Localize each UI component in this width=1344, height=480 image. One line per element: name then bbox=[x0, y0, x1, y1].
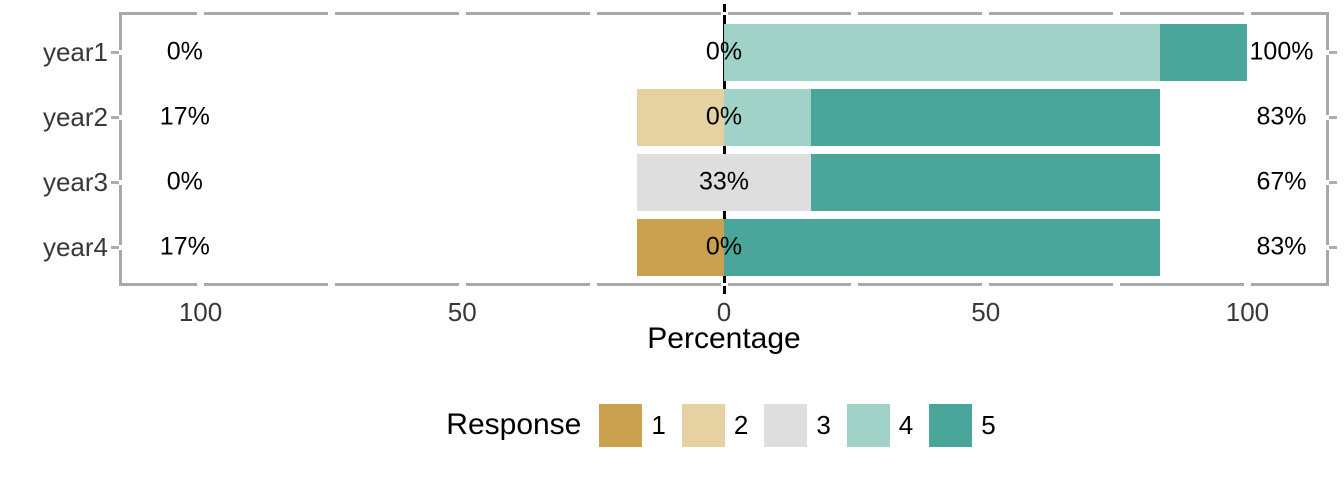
plot-panel: 0% 0% 100% 17% 0% 83% 0% 33% 67% 17% 0% 83% bbox=[111, 4, 1337, 294]
legend: Response 1 2 3 4 5 bbox=[114, 400, 1344, 450]
mid-percent-label-year3: 33% bbox=[698, 167, 750, 196]
x-axis-tick-label-50-1: 50 bbox=[447, 297, 477, 327]
right-y-tick bbox=[1329, 245, 1337, 249]
legend-swatch-5 bbox=[929, 403, 973, 447]
left-border-notch bbox=[119, 49, 122, 55]
bottom-border-tick-notch bbox=[458, 283, 466, 286]
bar-segment-year4-level-1 bbox=[636, 218, 724, 276]
top-border-tick-notch bbox=[1243, 12, 1251, 15]
left-y-tick bbox=[111, 50, 119, 54]
right-y-tick bbox=[1329, 180, 1337, 184]
top-border-tick-notch bbox=[720, 12, 728, 15]
legend-swatch-4 bbox=[846, 403, 890, 447]
right-border-notch bbox=[1326, 114, 1329, 120]
legend-label-1: 1 bbox=[651, 409, 666, 440]
bar-segment-year4-level-5 bbox=[724, 218, 1161, 276]
bar-segment-year1-level-5 bbox=[1160, 23, 1248, 81]
legend-swatch-2 bbox=[681, 403, 725, 447]
y-axis-label-year3: year3 bbox=[42, 167, 108, 197]
low-percent-label-year2: 17% bbox=[159, 102, 210, 131]
top-border-tick-notch bbox=[982, 12, 990, 15]
top-border-tick-notch bbox=[327, 12, 335, 15]
bar-segment-year3-level-5 bbox=[811, 153, 1161, 211]
bar-segment-year1-level-4 bbox=[724, 23, 1161, 81]
bar-segment-year3-level-3 bbox=[636, 153, 812, 211]
left-y-tick bbox=[111, 115, 119, 119]
x-axis-tick-label-0-2: 0 bbox=[716, 297, 732, 327]
left-y-tick bbox=[111, 245, 119, 249]
legend-title: Response bbox=[446, 408, 582, 441]
mid-percent-label-year2: 0% bbox=[705, 102, 743, 131]
right-border-notch bbox=[1326, 49, 1329, 55]
right-y-tick bbox=[1329, 115, 1337, 119]
high-percent-label-year4: 83% bbox=[1256, 232, 1307, 261]
y-axis-label-year2: year2 bbox=[42, 102, 108, 132]
bottom-border-tick-notch bbox=[589, 283, 597, 286]
right-border-notch bbox=[1326, 179, 1329, 185]
legend-swatch-1 bbox=[599, 403, 643, 447]
high-percent-label-year2: 83% bbox=[1256, 102, 1307, 131]
mid-percent-label-year1: 0% bbox=[705, 37, 743, 66]
high-percent-label-year3: 67% bbox=[1256, 167, 1307, 196]
bottom-border-tick-notch bbox=[327, 283, 335, 286]
legend-label-5: 5 bbox=[981, 409, 996, 440]
low-percent-label-year1: 0% bbox=[166, 37, 203, 66]
right-border-notch bbox=[1326, 244, 1329, 250]
bottom-border-tick-notch bbox=[197, 283, 205, 286]
mid-percent-label-year4: 0% bbox=[705, 232, 743, 261]
zero-reference-line bbox=[722, 4, 726, 294]
top-border-tick-notch bbox=[197, 12, 205, 15]
y-axis-label-year1: year1 bbox=[42, 37, 108, 67]
bar-segment-year2-level-2 bbox=[636, 88, 724, 146]
legend-swatch-3 bbox=[764, 403, 808, 447]
right-y-tick bbox=[1329, 50, 1337, 54]
x-axis-title: Percentage bbox=[647, 322, 801, 355]
left-border-notch bbox=[119, 114, 122, 120]
left-border-notch bbox=[119, 244, 122, 250]
bar-segment-year2-level-5 bbox=[811, 88, 1161, 146]
top-border-tick-notch bbox=[1113, 12, 1121, 15]
bottom-border-tick-notch bbox=[720, 283, 728, 286]
low-percent-label-year3: 0% bbox=[166, 167, 203, 196]
left-y-tick bbox=[111, 180, 119, 184]
x-axis-tick-label-100-0: 100 bbox=[178, 297, 223, 327]
legend-label-2: 2 bbox=[733, 409, 749, 440]
top-border-tick-notch bbox=[458, 12, 466, 15]
x-axis-tick-label-50-3: 50 bbox=[971, 297, 1001, 327]
top-border-tick-notch bbox=[589, 12, 597, 15]
top-border-tick-notch bbox=[851, 12, 859, 15]
bar-segment-year2-level-4 bbox=[724, 88, 812, 146]
legend-label-4: 4 bbox=[898, 409, 914, 440]
legend-label-3: 3 bbox=[816, 409, 831, 440]
bottom-border-tick-notch bbox=[1113, 283, 1121, 286]
high-percent-label-year1: 100% bbox=[1249, 37, 1314, 66]
bottom-border-tick-notch bbox=[1243, 283, 1251, 286]
left-border-notch bbox=[119, 179, 122, 185]
low-percent-label-year4: 17% bbox=[159, 232, 210, 261]
bottom-border-tick-notch bbox=[851, 283, 859, 286]
x-axis-tick-label-100-4: 100 bbox=[1225, 297, 1270, 327]
y-axis-label-year4: year4 bbox=[42, 232, 108, 262]
bottom-border-tick-notch bbox=[982, 283, 990, 286]
